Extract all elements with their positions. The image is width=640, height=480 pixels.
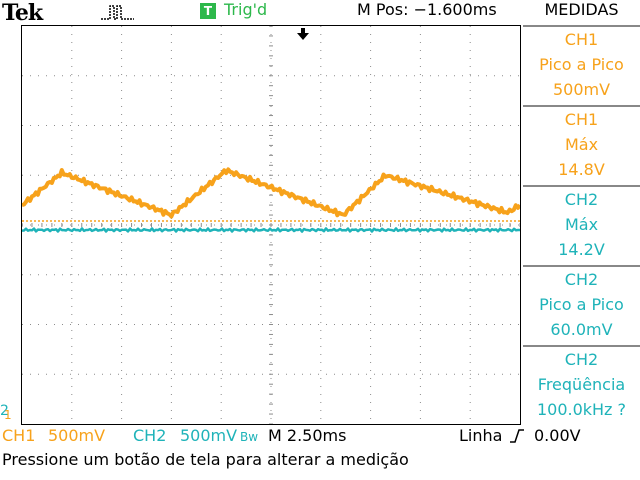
measurement-value: 14.8V (558, 160, 605, 179)
measurement-type: Pico a Pico (539, 295, 624, 314)
ch2-scale: 500mV (180, 426, 238, 445)
measurement-channel: CH2 (564, 350, 599, 369)
measurement-value: 60.0mV (550, 320, 613, 339)
measurement-4[interactable]: CH2 Pico a Pico 60.0mV (523, 265, 640, 345)
trigger-source: Linha (459, 426, 503, 445)
horizontal-position: M Pos: −1.600ms (357, 0, 497, 19)
acquisition-icon (101, 5, 134, 20)
status-bar: CH1 500mV CH2 500mV Bw M 2.50ms Linha 0.… (0, 426, 640, 448)
ch1-label[interactable]: CH1 (2, 426, 36, 445)
measurement-channel: CH1 (564, 110, 599, 129)
bandwidth-limit-badge: Bw (240, 430, 259, 444)
waveform-display (21, 25, 522, 425)
waveform-plot (21, 25, 522, 425)
ch2-ground-marker: 2 (0, 403, 9, 419)
measurement-3[interactable]: CH2 Máx 14.2V (523, 185, 640, 265)
timebase: M 2.50ms (268, 426, 347, 445)
measurement-type: Freqüência (537, 375, 626, 394)
ch1-scale: 500mV (48, 426, 106, 445)
measurement-2[interactable]: CH1 Máx 14.8V (523, 105, 640, 185)
measurement-channel: CH1 (564, 30, 599, 49)
measurements-panel-title: MEDIDAS (544, 0, 619, 19)
ch1-waveform (21, 167, 522, 219)
trigger-level: 0.00V (534, 426, 581, 445)
measurement-1[interactable]: CH1 Pico a Pico 500mV (523, 25, 640, 105)
trigger-status-icon: T (200, 3, 216, 19)
measurement-type: Pico a Pico (539, 55, 624, 74)
measurement-channel: CH2 (564, 190, 599, 209)
brand-logo: Tek (2, 0, 43, 26)
measurement-value: 14.2V (558, 240, 605, 259)
measurement-type: Máx (564, 135, 599, 154)
ch1-ground-marker: 1 (4, 408, 12, 422)
measurement-5[interactable]: CH2 Freqüência 100.0kHz ? (523, 345, 640, 425)
ch2-waveform (21, 227, 520, 233)
ch2-label[interactable]: CH2 (133, 426, 167, 445)
trigger-position-marker-icon (296, 26, 310, 45)
measurement-type: Máx (564, 215, 599, 234)
measurement-value: 500mV (552, 80, 611, 99)
measurement-channel: CH2 (564, 270, 599, 289)
status-message: Pressione um botão de tela para alterar … (2, 450, 409, 469)
top-bar: Tek T Trig'd M Pos: −1.600ms MEDIDAS (0, 0, 640, 26)
measurement-value: 100.0kHz ? (536, 400, 627, 419)
rising-edge-icon (509, 428, 525, 448)
measurements-panel: CH1 Pico a Pico 500mV CH1 Máx 14.8V CH2 … (523, 25, 640, 425)
trigger-status: Trig'd (224, 0, 268, 19)
